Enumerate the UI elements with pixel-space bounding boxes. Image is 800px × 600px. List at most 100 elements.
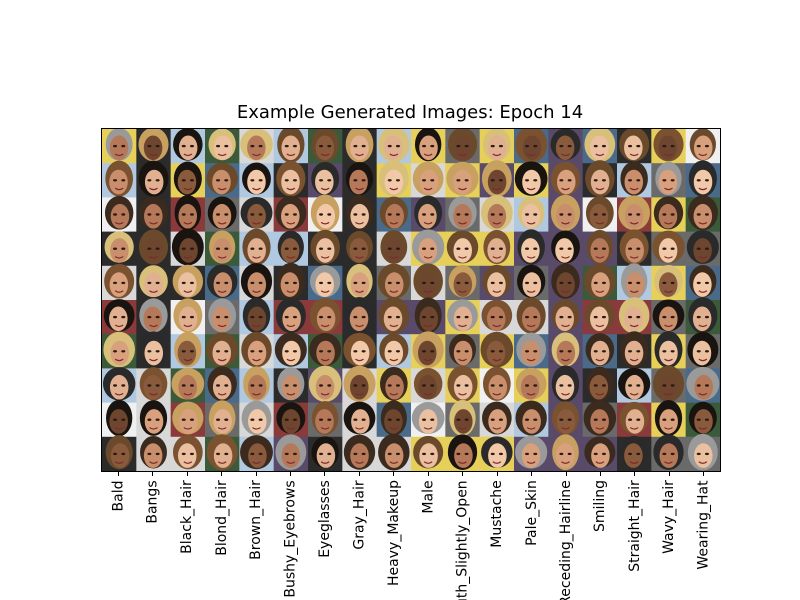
face-thumbnail (548, 129, 584, 164)
x-tick-mark (221, 472, 223, 476)
face-thumbnail (102, 399, 137, 438)
x-tick-mark (565, 472, 567, 476)
face-thumbnail (273, 332, 309, 369)
face-thumbnail (136, 196, 172, 233)
face-thumbnail (273, 195, 309, 233)
face-thumbnail (411, 435, 446, 471)
x-tick-label: Male (420, 479, 437, 514)
face-thumbnail (205, 264, 240, 301)
face-thumbnail (479, 366, 515, 404)
x-tick-label: Mouth_Slightly_Open (454, 479, 471, 600)
face-thumbnail (651, 399, 687, 438)
face-thumbnail (273, 297, 309, 335)
generated-faces-image (102, 129, 720, 471)
face-thumbnail (170, 368, 206, 404)
x-tick-label: Eyeglasses (316, 480, 333, 558)
face-thumbnail (342, 434, 378, 471)
face-thumbnail (582, 129, 618, 164)
face-thumbnail (617, 367, 652, 404)
x-tick-label: Wavy_Hair (661, 480, 678, 554)
x-tick-label: Bald (110, 480, 127, 511)
face-thumbnail (273, 367, 309, 404)
x-tick-label: Gray_Hair (351, 479, 368, 550)
face-thumbnail (342, 162, 378, 198)
face-thumbnail (239, 297, 275, 335)
face-thumbnail (308, 229, 343, 267)
face-thumbnail (514, 367, 549, 404)
face-thumbnail (582, 229, 618, 267)
face-thumbnail (102, 435, 137, 471)
x-tick-label: Heavy_Makeup (385, 480, 402, 586)
face-thumbnail (411, 129, 446, 164)
face-thumbnail (342, 263, 378, 301)
face-thumbnail (445, 264, 481, 301)
face-thumbnail (685, 264, 720, 301)
face-thumbnail (376, 230, 412, 267)
face-thumbnail (411, 161, 446, 198)
face-thumbnail (651, 299, 687, 335)
face-thumbnail (445, 129, 481, 164)
face-thumbnail (548, 299, 584, 335)
face-thumbnail (445, 434, 481, 471)
face-thumbnail (514, 161, 549, 198)
face-thumbnail (617, 401, 652, 438)
face-thumbnail (205, 400, 240, 438)
x-tick-mark (358, 472, 360, 476)
x-tick-label: Black_Hair (178, 480, 195, 554)
face-thumbnail (102, 129, 137, 164)
face-thumbnail (273, 129, 309, 164)
face-thumbnail (376, 196, 412, 233)
face-thumbnail (685, 297, 720, 335)
x-tick-label: Blond_Hair (213, 480, 230, 556)
face-thumbnail (651, 365, 687, 404)
face-thumbnail (514, 435, 549, 471)
face-thumbnail (308, 194, 343, 233)
face-thumbnail (651, 196, 687, 233)
face-thumbnail (617, 161, 652, 198)
x-tick-mark (634, 472, 636, 476)
x-tick-mark (186, 472, 188, 476)
face-thumbnail (205, 196, 240, 233)
face-thumbnail (376, 160, 412, 198)
x-tick-mark (599, 472, 601, 476)
face-thumbnail (205, 434, 240, 471)
face-thumbnail (411, 195, 446, 233)
face-thumbnail (170, 298, 206, 335)
face-thumbnail (376, 333, 412, 369)
face-thumbnail (102, 331, 137, 369)
face-thumbnail (342, 365, 378, 404)
x-tick-mark (427, 472, 429, 476)
face-thumbnail (136, 229, 172, 267)
face-thumbnail (582, 400, 618, 438)
face-thumbnail (514, 400, 549, 438)
face-thumbnail (548, 332, 584, 369)
x-tick-label: Receding_Hairline (557, 480, 574, 600)
face-thumbnail (205, 298, 240, 335)
x-tick-label: Bangs (144, 479, 161, 524)
face-thumbnail (239, 263, 275, 301)
face-thumbnail (411, 297, 446, 335)
face-thumbnail (411, 368, 446, 404)
face-thumbnail (342, 230, 378, 267)
face-thumbnail (617, 263, 652, 301)
face-thumbnail (479, 160, 515, 198)
face-thumbnail (651, 230, 687, 267)
face-thumbnail (685, 332, 720, 369)
face-thumbnail (479, 331, 515, 369)
face-thumbnail (273, 262, 309, 301)
x-tick-mark (703, 472, 705, 476)
face-thumbnail (548, 161, 584, 198)
face-thumbnail (239, 162, 275, 198)
face-thumbnail (136, 331, 172, 369)
x-tick-mark (668, 472, 670, 476)
face-thumbnail (239, 331, 275, 369)
face-thumbnail (308, 365, 343, 404)
face-thumbnail (273, 434, 309, 471)
face-thumbnail (582, 333, 618, 369)
face-thumbnail (651, 434, 687, 471)
x-tick-mark (531, 472, 533, 476)
face-thumbnail (170, 195, 206, 233)
face-thumbnail (102, 231, 137, 267)
face-thumbnail (239, 228, 275, 267)
